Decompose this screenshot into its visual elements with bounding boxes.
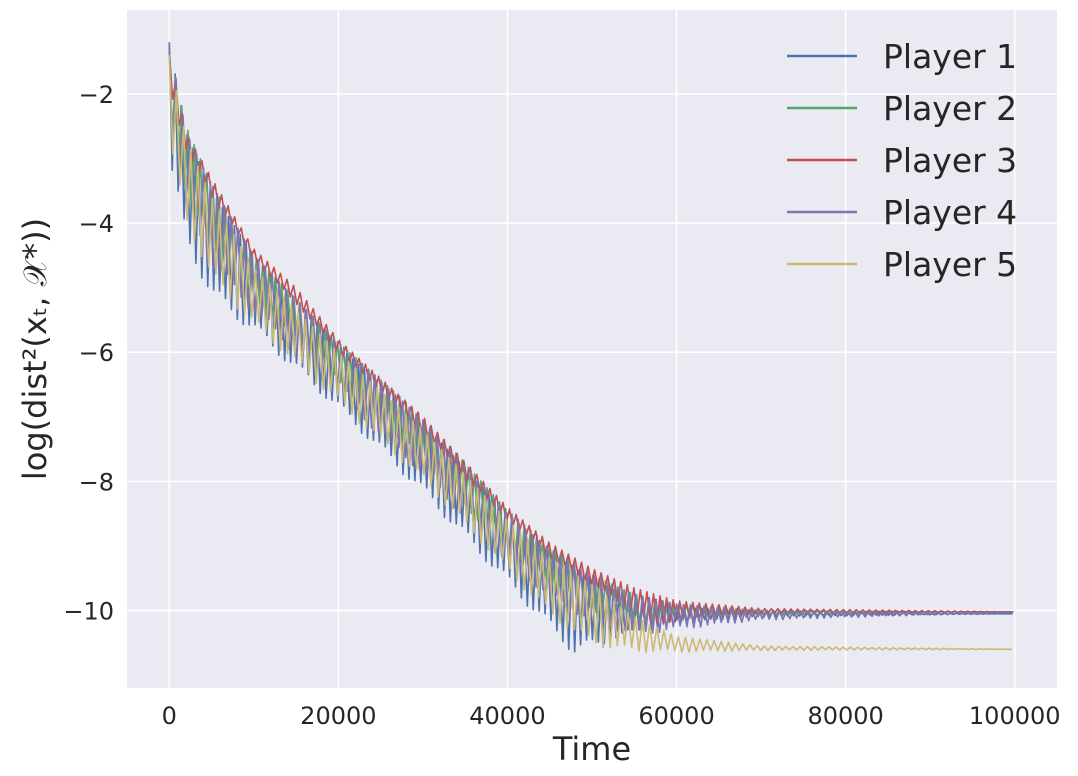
series-line-player-5 [168,55,1012,654]
x-tick-label: 40000 [469,702,545,730]
x-tick-label: 100000 [969,702,1061,730]
y-tick-label: −8 [79,468,114,496]
x-tick-label: 0 [162,702,177,730]
y-axis-label: log(dist²(xₜ, 𝒳*)) [16,218,54,480]
series-line-player-3 [168,48,1014,624]
y-tick-label: −4 [79,210,114,238]
y-tick-label: −10 [63,598,114,626]
legend-label: Player 3 [883,141,1017,180]
legend-label: Player 1 [883,37,1017,76]
x-tick-label: 80000 [807,702,883,730]
plot-background [127,10,1057,688]
y-tick-labels: −2 −4 −6 −8 −10 [63,81,114,626]
legend-label: Player 5 [883,245,1017,284]
y-tick-label: −6 [79,339,114,367]
x-tick-label: 20000 [300,702,376,730]
x-axis-label: Time [552,730,631,768]
y-tick-label: −2 [79,81,114,109]
x-tick-label: 60000 [638,702,714,730]
legend: Player 1 Player 2 Player 3 Player 4 Player 5 [787,37,1017,284]
legend-label: Player 2 [883,89,1017,128]
legend-label: Player 4 [883,193,1017,232]
x-tick-labels: 0 20000 40000 60000 80000 100000 [162,702,1061,730]
series-layer [168,42,1014,654]
